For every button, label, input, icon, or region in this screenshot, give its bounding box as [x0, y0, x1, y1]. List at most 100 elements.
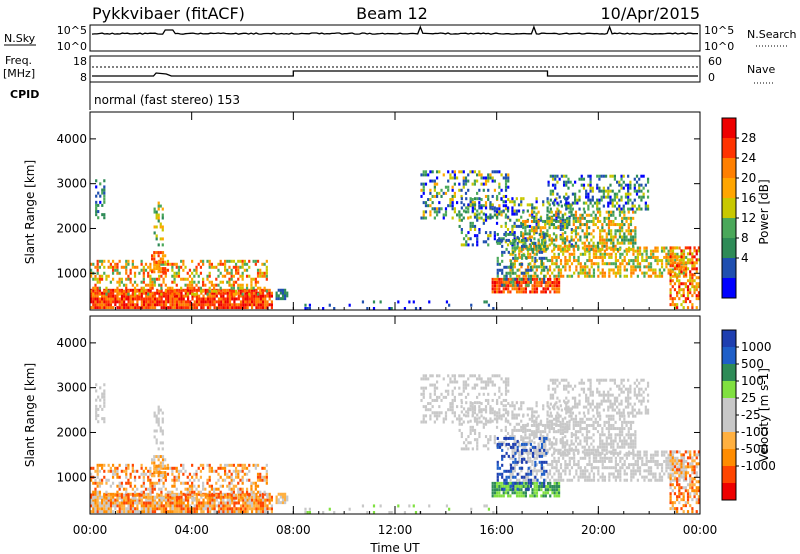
velocity-echo [156, 501, 159, 505]
power-echo [573, 259, 576, 263]
power-echo [541, 235, 545, 239]
power-echo [140, 280, 143, 284]
power-echo [118, 288, 121, 292]
power-echo [228, 303, 232, 307]
power-echo [217, 268, 220, 272]
power-echo [585, 238, 589, 242]
power-echo [427, 204, 430, 208]
power-echo [265, 259, 268, 263]
power-echo [522, 226, 525, 230]
velocity-echo [544, 485, 547, 489]
power-echo [182, 297, 185, 301]
power-echo [516, 256, 519, 260]
power-echo [608, 255, 611, 259]
power-echo [244, 303, 247, 307]
velocity-echo [504, 377, 508, 381]
velocity-echo [189, 504, 192, 508]
power-echo [574, 195, 577, 199]
power-echo [601, 255, 604, 259]
power-echo [550, 223, 553, 227]
power-echo [599, 271, 602, 275]
velocity-echo [98, 510, 102, 514]
power-echo [618, 180, 621, 184]
velocity-echo [559, 431, 562, 435]
velocity-echo [250, 481, 253, 485]
velocity-echo [498, 488, 501, 492]
velocity-echo [153, 504, 157, 508]
power-echo [583, 223, 586, 227]
velocity-echo [492, 511, 495, 514]
power-echo [125, 288, 128, 292]
velocity-echo [520, 438, 523, 442]
velocity-echo [467, 414, 470, 418]
power-echo [496, 277, 499, 281]
velocity-echo [507, 380, 510, 384]
power-echo [613, 195, 617, 199]
power-echo [515, 290, 519, 294]
velocity-echo [234, 493, 238, 497]
colorbar-frame [721, 117, 737, 299]
velocity-echo [487, 377, 490, 381]
power-echo [548, 238, 551, 242]
power-echo [684, 246, 687, 250]
power-echo [568, 223, 571, 227]
velocity-echo [188, 490, 192, 494]
power-echo [210, 280, 214, 284]
power-echo [638, 246, 642, 250]
power-echo [127, 289, 130, 293]
power-echo [151, 306, 154, 310]
power-echo [495, 221, 499, 225]
power-echo [565, 204, 568, 208]
power-echo [524, 241, 527, 245]
velocity-echo [97, 420, 100, 424]
velocity-echo [487, 438, 490, 442]
power-echo [676, 258, 679, 262]
velocity-echo [270, 498, 273, 502]
power-echo [552, 223, 556, 227]
power-echo [572, 244, 575, 248]
power-echo [140, 291, 143, 295]
velocity-echo [233, 501, 236, 505]
power-echo [213, 300, 216, 304]
velocity-echo [167, 510, 170, 514]
velocity-echo [493, 417, 497, 421]
power-echo [136, 289, 139, 293]
power-echo [559, 216, 562, 220]
power-echo [535, 226, 538, 230]
power-echo [255, 300, 258, 304]
power-echo [517, 240, 521, 244]
power-echo [431, 179, 434, 183]
velocity-echo [188, 478, 192, 482]
velocity-echo [120, 493, 123, 497]
power-echo [503, 250, 506, 254]
power-echo [209, 303, 212, 307]
power-echo [603, 238, 606, 242]
power-echo [504, 207, 508, 211]
power-echo [458, 210, 461, 214]
velocity-echo [131, 463, 134, 467]
velocity-echo [275, 498, 278, 502]
velocity-echo [495, 419, 499, 423]
velocity-echo [467, 411, 470, 415]
power-echo [125, 292, 128, 296]
power-echo [237, 294, 240, 298]
power-echo [198, 297, 201, 301]
velocity-echo [245, 466, 249, 470]
velocity-echo [254, 466, 257, 470]
power-echo [614, 216, 617, 220]
power-echo [535, 221, 538, 225]
power-echo [546, 259, 549, 263]
power-echo [588, 255, 591, 259]
velocity-echo [105, 510, 108, 514]
velocity-echo [259, 478, 262, 482]
velocity-echo [103, 507, 106, 511]
velocity-echo [504, 408, 508, 412]
power-echo [599, 252, 602, 256]
power-echo [554, 186, 557, 190]
velocity-echo [484, 419, 488, 423]
power-echo [493, 170, 497, 174]
power-echo [601, 259, 604, 263]
velocity-echo [142, 495, 146, 499]
power-echo [535, 229, 538, 233]
velocity-echo [136, 510, 139, 514]
